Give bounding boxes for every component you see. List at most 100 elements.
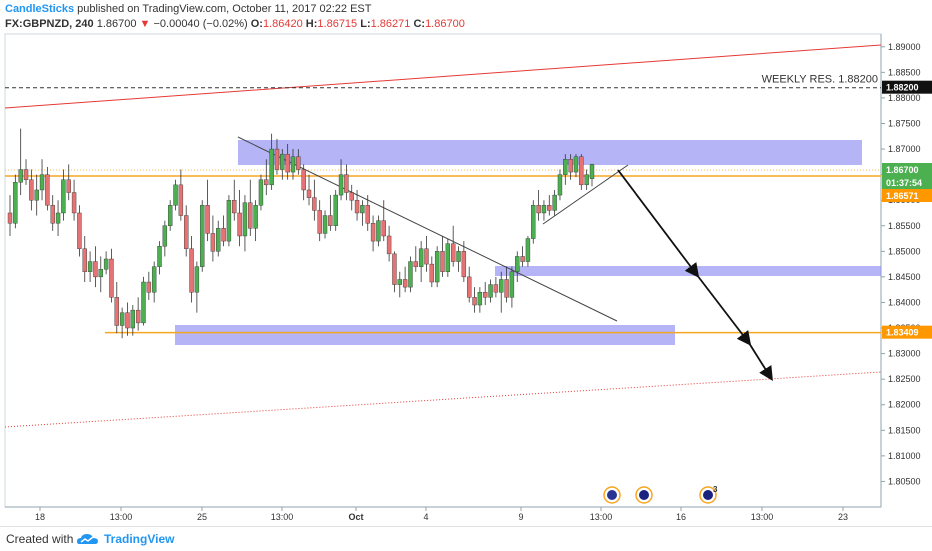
x-tick-label: 23 (838, 512, 848, 522)
candle-body (66, 179, 71, 193)
candle-body (312, 197, 317, 211)
mid-zone (495, 266, 881, 276)
author-name[interactable]: CandleSticks (5, 3, 75, 15)
candle-body (301, 169, 306, 191)
candle-body (429, 263, 435, 283)
candle-body (18, 169, 23, 183)
y-tick-label: 1.87500 (888, 118, 921, 128)
candle-body (87, 261, 93, 272)
projection-arrow-3 (748, 342, 773, 382)
tradingview-brand[interactable]: TradingView (104, 532, 175, 546)
orange-level-price-tag: 1.86571 (886, 191, 919, 201)
descending-trendline (237, 136, 618, 322)
y-tick-label: 1.81000 (888, 451, 921, 461)
y-tick-label: 1.85000 (888, 246, 921, 256)
x-tick-label: 13:00 (110, 512, 133, 522)
candle-body (82, 248, 87, 272)
y-tick-label: 1.81500 (888, 425, 921, 435)
candle-body (184, 215, 189, 249)
candle-body (210, 233, 216, 252)
candle-body (376, 220, 381, 242)
candle-body (386, 235, 392, 255)
candle-body (563, 159, 568, 175)
candle-body (93, 261, 98, 278)
candle-body (461, 251, 467, 278)
support-price-tag: 1.83409 (886, 328, 919, 338)
candle-body (520, 256, 525, 262)
candle-body (189, 248, 194, 293)
candle-body (141, 281, 146, 324)
price-change: −0.00040 (−0.02%) (153, 18, 248, 30)
down-arrow-icon: ▼ (139, 18, 151, 30)
candle-body (119, 312, 125, 326)
candle-body (445, 243, 451, 272)
y-tick-label: 1.89000 (888, 42, 921, 52)
y-tick-label: 1.82000 (888, 400, 921, 410)
countdown-tag-bg (882, 176, 932, 189)
projection-arrow-1 (617, 169, 700, 278)
candle-body (515, 256, 520, 272)
candle-body (344, 174, 349, 193)
candle-body (269, 148, 274, 186)
low-value: 1.86271 (370, 18, 411, 30)
candle-body (167, 205, 173, 226)
y-tick-label: 1.87000 (888, 144, 921, 154)
high-value: 1.86715 (317, 18, 358, 30)
open-label: O: (250, 18, 263, 30)
candle-body (146, 281, 152, 293)
candle-body (103, 258, 109, 270)
candle-body (541, 205, 547, 214)
candle-body (178, 184, 184, 216)
candle-body (285, 153, 290, 173)
candle-body (221, 228, 226, 242)
candle-body (125, 312, 130, 329)
candle-body (55, 212, 61, 224)
candle-body (280, 153, 285, 170)
candle-body (130, 309, 136, 329)
candle-body (584, 174, 589, 186)
candle-body (525, 238, 531, 262)
au-flag-icon-inner (639, 490, 649, 500)
y-tick-label: 1.83000 (888, 349, 921, 359)
candle-body (488, 284, 493, 298)
candle-body (7, 212, 13, 224)
candle-body (349, 192, 354, 201)
candle-body (365, 205, 370, 224)
candle-body (258, 179, 264, 206)
candle-body (328, 215, 333, 226)
candle-body (173, 184, 178, 206)
candle-body (434, 251, 440, 283)
chart-header: CandleSticks published on TradingView.co… (0, 0, 932, 34)
candle-body (338, 174, 344, 196)
open-value: 1.86420 (262, 18, 303, 30)
lower-channel-line (4, 371, 882, 428)
footer: Created with TradingView (0, 526, 932, 551)
candle-body (483, 292, 488, 298)
high-label: H: (305, 18, 318, 30)
candlestick-chart[interactable]: 1.89000 1.88500 1.88000 1.87500 1.87000 1.865… (0, 0, 932, 526)
candle-body (200, 205, 205, 267)
candle-body (274, 148, 280, 170)
candle-body (589, 164, 595, 179)
x-tick-label: 4 (423, 512, 428, 522)
y-tick-label: 1.82500 (888, 374, 921, 384)
ohlc-line: FX:GBPNZD, 240 1.86700 ▼ −0.00040 (−0.02… (5, 18, 465, 30)
candle-body (472, 297, 477, 306)
publication-line: CandleSticks published on TradingView.co… (5, 3, 372, 15)
candle-body (424, 248, 429, 265)
weekly-res-price-tag-bg (882, 80, 932, 94)
candle-body (23, 169, 29, 180)
y-tick-label: 1.84500 (888, 272, 921, 282)
candle-body (418, 248, 424, 267)
candle-body (248, 202, 253, 229)
candle-body (290, 156, 296, 173)
support-zone (175, 325, 675, 345)
tradingview-cloud-icon (77, 534, 98, 544)
close-value: 1.86700 (425, 18, 465, 30)
candle-body (216, 228, 221, 252)
candle-body (45, 174, 50, 206)
current-price-tag-bg (882, 163, 932, 176)
candle-body (306, 189, 312, 198)
candle-body (61, 179, 66, 214)
candle-body (322, 215, 328, 234)
